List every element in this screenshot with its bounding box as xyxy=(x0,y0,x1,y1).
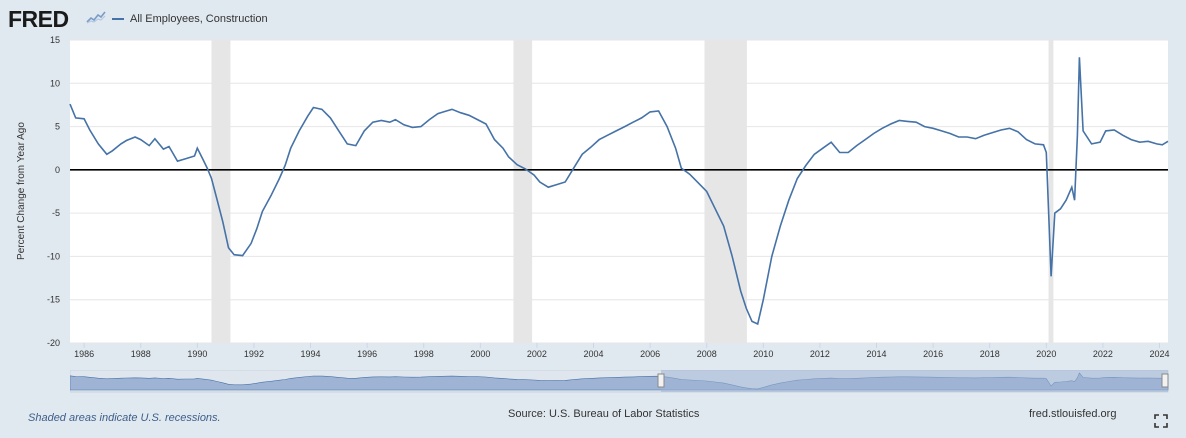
y-tick-label: 15 xyxy=(50,35,60,45)
y-axis-ticks: 15 10 5 0 -5 -10 -15 -20 xyxy=(47,35,60,348)
fullscreen-expand-icon[interactable] xyxy=(1154,414,1168,428)
x-tick-label: 1994 xyxy=(301,349,321,359)
recession-shading xyxy=(211,40,1054,343)
source-text: Source: U.S. Bureau of Labor Statistics xyxy=(508,408,700,420)
x-tick-label: 2000 xyxy=(470,349,490,359)
y-tick-label: -10 xyxy=(47,251,60,261)
x-tick-label: 1992 xyxy=(244,349,264,359)
site-link[interactable]: fred.stlouisfed.org xyxy=(1029,408,1117,420)
x-tick-label: 2012 xyxy=(810,349,830,359)
x-tick-label: 2010 xyxy=(753,349,773,359)
y-tick-label: -5 xyxy=(52,208,60,218)
plot-background xyxy=(70,40,1168,343)
x-tick-label: 1986 xyxy=(74,349,94,359)
legend-label: All Employees, Construction xyxy=(130,13,268,25)
recession-band xyxy=(704,40,747,343)
range-navigator[interactable] xyxy=(70,370,1170,394)
recession-band xyxy=(1048,40,1054,343)
x-tick-label: 2022 xyxy=(1093,349,1113,359)
x-tick-label: 2020 xyxy=(1036,349,1056,359)
x-tick-label: 2006 xyxy=(640,349,660,359)
y-tick-label: 0 xyxy=(55,165,60,175)
gridlines xyxy=(70,39,1168,344)
series-legend[interactable]: All Employees, Construction xyxy=(112,13,268,25)
x-tick-label: 2008 xyxy=(697,349,717,359)
y-axis-title: Percent Change from Year Ago xyxy=(16,122,27,260)
fred-trend-line-icon xyxy=(86,10,106,24)
x-tick-label: 1998 xyxy=(414,349,434,359)
x-axis-ticks: 1986 1988 1990 1992 1994 1996 1998 2000 2002 2004… xyxy=(74,343,1170,359)
fred-logo[interactable]: FRED xyxy=(8,6,69,32)
x-tick-label: 2014 xyxy=(867,349,887,359)
x-tick-label: 1990 xyxy=(187,349,207,359)
chart-header: FRED All Employees, Construction xyxy=(0,0,1186,38)
recession-note: Shaded areas indicate U.S. recessions. xyxy=(28,412,221,424)
recession-band xyxy=(211,40,231,343)
x-tick-label: 2018 xyxy=(980,349,1000,359)
legend-line-swatch xyxy=(112,18,124,20)
navigator-left-handle[interactable] xyxy=(657,373,665,388)
y-tick-label: 10 xyxy=(50,78,60,88)
x-tick-label: 1996 xyxy=(357,349,377,359)
y-tick-label: 5 xyxy=(55,122,60,132)
x-tick-label: 2024 xyxy=(1149,349,1169,359)
y-tick-label: -15 xyxy=(47,295,60,305)
navigator-selected-range[interactable] xyxy=(661,370,1168,392)
x-tick-label: 2002 xyxy=(527,349,547,359)
y-tick-label: -20 xyxy=(47,338,60,348)
x-tick-label: 2016 xyxy=(923,349,943,359)
series-line-construction[interactable] xyxy=(69,57,1169,326)
x-tick-label: 1988 xyxy=(131,349,151,359)
navigator-right-handle[interactable] xyxy=(1161,373,1169,388)
x-tick-label: 2004 xyxy=(584,349,604,359)
recession-band xyxy=(513,40,533,343)
